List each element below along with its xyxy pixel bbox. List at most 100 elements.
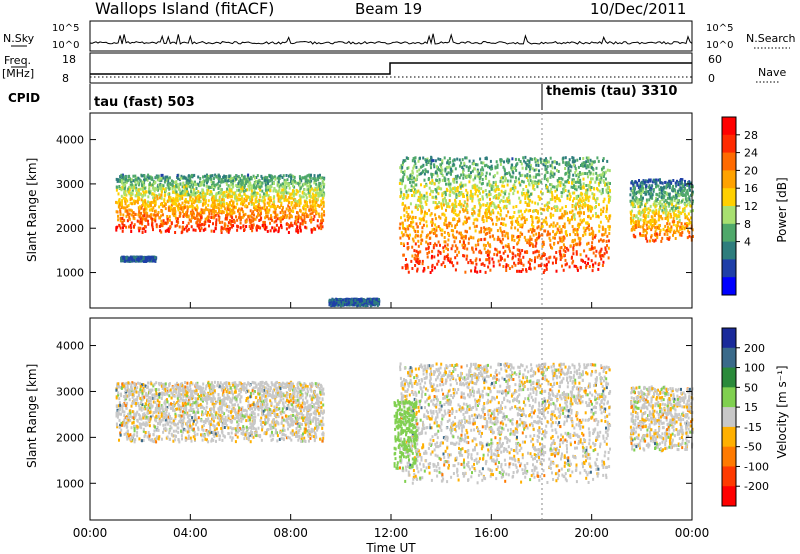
data-cell — [153, 204, 156, 208]
data-cell — [553, 236, 556, 240]
data-cell — [472, 184, 475, 188]
data-cell — [179, 192, 182, 196]
data-cell — [561, 177, 564, 181]
data-cell — [466, 254, 469, 258]
data-cell — [491, 234, 494, 238]
data-cell — [420, 217, 423, 221]
data-cell — [242, 224, 245, 228]
data-cell — [191, 213, 194, 217]
data-cell — [266, 201, 269, 205]
data-cell — [573, 204, 576, 208]
data-cell — [444, 265, 446, 268]
data-cell — [584, 191, 587, 195]
data-cell — [415, 165, 418, 169]
data-cell — [186, 178, 189, 182]
data-cell — [160, 210, 163, 213]
data-cell — [502, 191, 505, 195]
data-cell — [245, 179, 248, 183]
data-cell — [404, 186, 407, 190]
data-cell — [455, 204, 458, 208]
data-cell — [209, 175, 212, 178]
data-cell — [675, 184, 678, 188]
data-cell — [296, 225, 299, 229]
data-cell — [241, 181, 244, 185]
data-cell — [281, 176, 284, 179]
data-cell — [311, 200, 314, 204]
data-cell — [478, 203, 481, 207]
data-cell — [553, 185, 556, 189]
data-cell — [278, 206, 281, 209]
data-cell — [552, 213, 555, 217]
data-cell — [135, 187, 138, 190]
data-cell — [510, 175, 513, 179]
data-cell — [576, 233, 579, 237]
data-cell — [672, 211, 675, 215]
data-cell — [422, 163, 425, 167]
data-cell — [572, 244, 575, 247]
data-cell — [522, 255, 525, 259]
data-cell — [675, 206, 677, 210]
data-cell — [597, 214, 599, 218]
data-cell — [440, 204, 443, 208]
data-cell — [539, 256, 542, 260]
data-cell — [687, 229, 690, 233]
data-cell — [474, 192, 477, 196]
data-cell — [578, 171, 581, 174]
data-cell — [564, 205, 567, 208]
data-cell — [147, 176, 150, 180]
data-cell — [634, 180, 637, 184]
data-cell — [226, 217, 228, 221]
data-cell — [121, 173, 124, 177]
data-cell — [535, 232, 538, 236]
data-cell — [588, 228, 591, 232]
data-cell — [498, 192, 501, 196]
data-cell — [681, 184, 684, 188]
data-cell — [511, 238, 514, 242]
data-cell — [587, 215, 589, 219]
data-cell — [512, 234, 515, 238]
data-cell — [248, 186, 251, 189]
data-cell — [290, 221, 293, 225]
data-cell — [136, 219, 139, 223]
data-cell — [530, 242, 533, 246]
data-cell — [289, 174, 292, 177]
data-cell — [651, 224, 654, 228]
data-cell — [322, 193, 325, 196]
data-cell — [187, 174, 190, 178]
data-cell — [448, 221, 451, 225]
data-cell — [455, 176, 458, 180]
data-cell — [475, 247, 478, 251]
data-cell — [191, 197, 194, 201]
data-cell — [290, 209, 293, 213]
data-cell — [595, 171, 598, 175]
data-cell — [149, 204, 152, 208]
data-cell — [166, 200, 169, 204]
data-cell — [170, 222, 173, 226]
data-cell — [607, 194, 610, 198]
data-cell — [207, 188, 210, 192]
data-cell — [637, 200, 640, 204]
data-cell — [447, 162, 450, 166]
data-cell — [567, 248, 570, 252]
data-cell — [431, 190, 434, 194]
data-cell — [487, 165, 489, 169]
data-cell — [571, 160, 574, 164]
data-cell — [556, 209, 559, 212]
data-cell — [236, 202, 239, 206]
data-cell — [596, 197, 599, 201]
data-cell — [401, 221, 404, 225]
data-cell — [301, 190, 304, 194]
data-cell — [585, 227, 588, 230]
data-cell — [248, 177, 251, 181]
data-cell — [120, 173, 123, 177]
data-cell — [174, 191, 177, 195]
data-cell — [419, 204, 422, 208]
data-cell — [586, 221, 589, 225]
data-cell — [196, 182, 199, 186]
data-cell — [636, 181, 639, 185]
data-cell — [681, 210, 684, 214]
data-cell — [498, 263, 501, 267]
data-cell — [253, 213, 255, 217]
data-cell — [127, 204, 130, 207]
data-cell — [591, 246, 593, 250]
